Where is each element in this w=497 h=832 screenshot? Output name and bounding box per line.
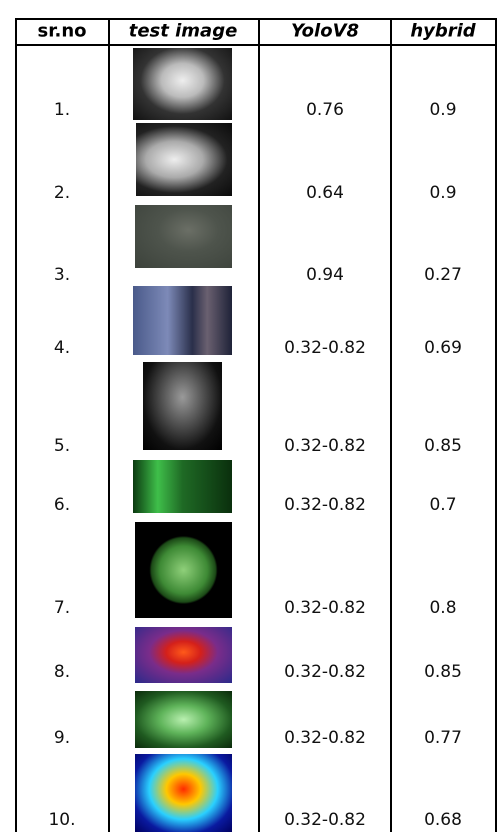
rule — [15, 18, 17, 832]
table-cell: 0.68 — [424, 810, 462, 830]
test-image — [136, 123, 232, 196]
table-cell: 0.32-0.82 — [284, 810, 366, 830]
table-cell: 0.27 — [424, 265, 462, 285]
table-cell: 4. — [53, 338, 71, 358]
test-image — [133, 48, 232, 120]
table-cell: 0.64 — [306, 183, 344, 203]
table-cell: 0.9 — [429, 183, 457, 203]
test-image — [135, 691, 232, 748]
header-cell: sr.no — [37, 20, 87, 42]
table-cell: 0.9 — [429, 100, 457, 120]
test-image — [133, 460, 232, 513]
table-cell: 0.7 — [429, 495, 457, 515]
table-cell: 0.32-0.82 — [284, 662, 366, 682]
table-cell: 0.77 — [424, 728, 462, 748]
table-cell: 0.32-0.82 — [284, 436, 366, 456]
table-cell: 0.32-0.82 — [284, 728, 366, 748]
table-cell: 0.69 — [424, 338, 462, 358]
header-cell: hybrid — [410, 20, 476, 42]
table-cell: 8. — [53, 662, 71, 682]
test-image — [133, 286, 232, 355]
table-cell: 0.76 — [306, 100, 344, 120]
header-cell: test image — [128, 20, 238, 42]
rule — [495, 18, 497, 832]
rule — [108, 18, 110, 832]
table-cell: 5. — [53, 436, 71, 456]
table-cell: 0.8 — [429, 598, 457, 618]
table-cell: 0.32-0.82 — [284, 598, 366, 618]
table-cell: 7. — [53, 598, 71, 618]
rule — [15, 18, 496, 20]
header-cell: YoloV8 — [290, 20, 360, 42]
table-cell: 0.32-0.82 — [284, 495, 366, 515]
rule — [258, 18, 260, 832]
table-cell: 1. — [53, 100, 71, 120]
table-cell: 10. — [48, 810, 76, 830]
table-cell: 0.32-0.82 — [284, 338, 366, 358]
test-image — [135, 205, 232, 268]
rule — [390, 18, 392, 832]
test-image — [135, 627, 232, 683]
test-image — [135, 754, 232, 832]
table-cell: 9. — [53, 728, 71, 748]
rule — [15, 44, 496, 46]
table-cell: 3. — [53, 265, 71, 285]
test-image — [135, 522, 232, 618]
test-image — [143, 362, 222, 450]
table-cell: 2. — [53, 183, 71, 203]
table-cell: 0.85 — [424, 662, 462, 682]
table-cell: 0.94 — [306, 265, 344, 285]
table-cell: 0.85 — [424, 436, 462, 456]
table-cell: 6. — [53, 495, 71, 515]
